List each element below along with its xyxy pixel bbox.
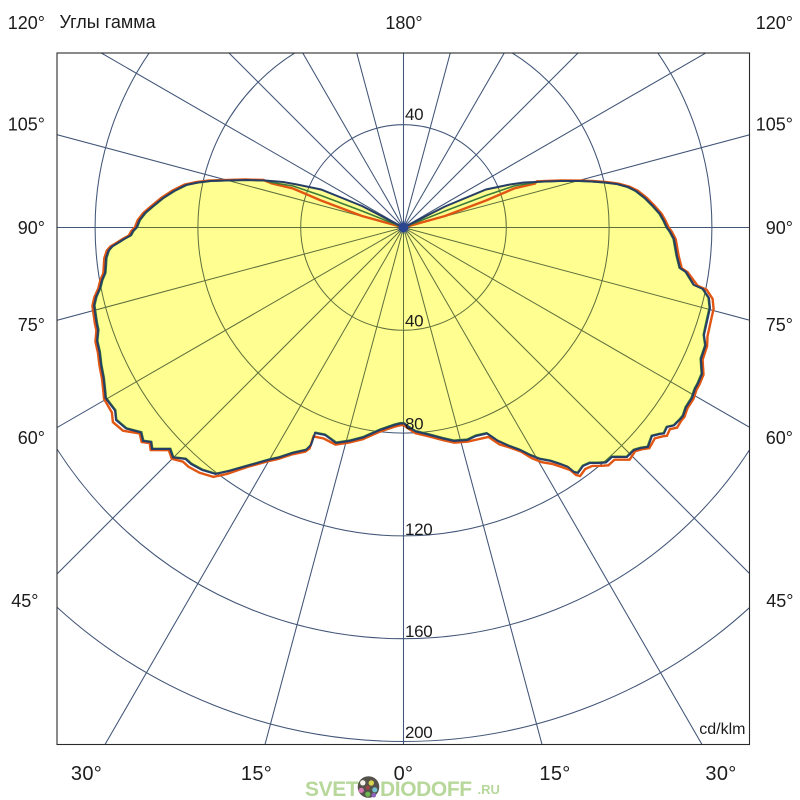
svg-text:cd/klm: cd/klm bbox=[699, 721, 745, 738]
svg-text:60°: 60° bbox=[18, 428, 45, 448]
svg-text:DIODOFF: DIODOFF bbox=[380, 778, 472, 800]
svg-text:45°: 45° bbox=[766, 591, 793, 611]
svg-text:15°: 15° bbox=[539, 763, 570, 785]
svg-text:0°: 0° bbox=[394, 763, 414, 785]
svg-text:90°: 90° bbox=[766, 218, 793, 238]
svg-text:180°: 180° bbox=[385, 13, 422, 33]
svg-text:90°: 90° bbox=[18, 218, 45, 238]
svg-text:Углы гамма: Углы гамма bbox=[60, 12, 157, 32]
svg-text:120°: 120° bbox=[756, 13, 793, 33]
svg-text:30°: 30° bbox=[705, 763, 736, 785]
svg-text:15°: 15° bbox=[241, 763, 272, 785]
svg-text:40: 40 bbox=[405, 105, 423, 124]
svg-text:75°: 75° bbox=[766, 315, 793, 335]
svg-text:105°: 105° bbox=[756, 115, 793, 135]
svg-text:45°: 45° bbox=[11, 591, 38, 611]
svg-text:160: 160 bbox=[405, 622, 432, 641]
svg-text:120: 120 bbox=[405, 520, 432, 539]
svg-text:.RU: .RU bbox=[478, 782, 500, 797]
svg-text:30°: 30° bbox=[71, 763, 102, 785]
svg-text:120°: 120° bbox=[8, 13, 45, 33]
svg-text:40: 40 bbox=[405, 312, 423, 331]
svg-text:105°: 105° bbox=[8, 115, 45, 135]
svg-text:200: 200 bbox=[405, 723, 432, 742]
svg-text:60°: 60° bbox=[766, 428, 793, 448]
svg-text:75°: 75° bbox=[18, 315, 45, 335]
svg-text:SVET: SVET bbox=[305, 778, 359, 800]
svg-text:80: 80 bbox=[405, 415, 423, 434]
